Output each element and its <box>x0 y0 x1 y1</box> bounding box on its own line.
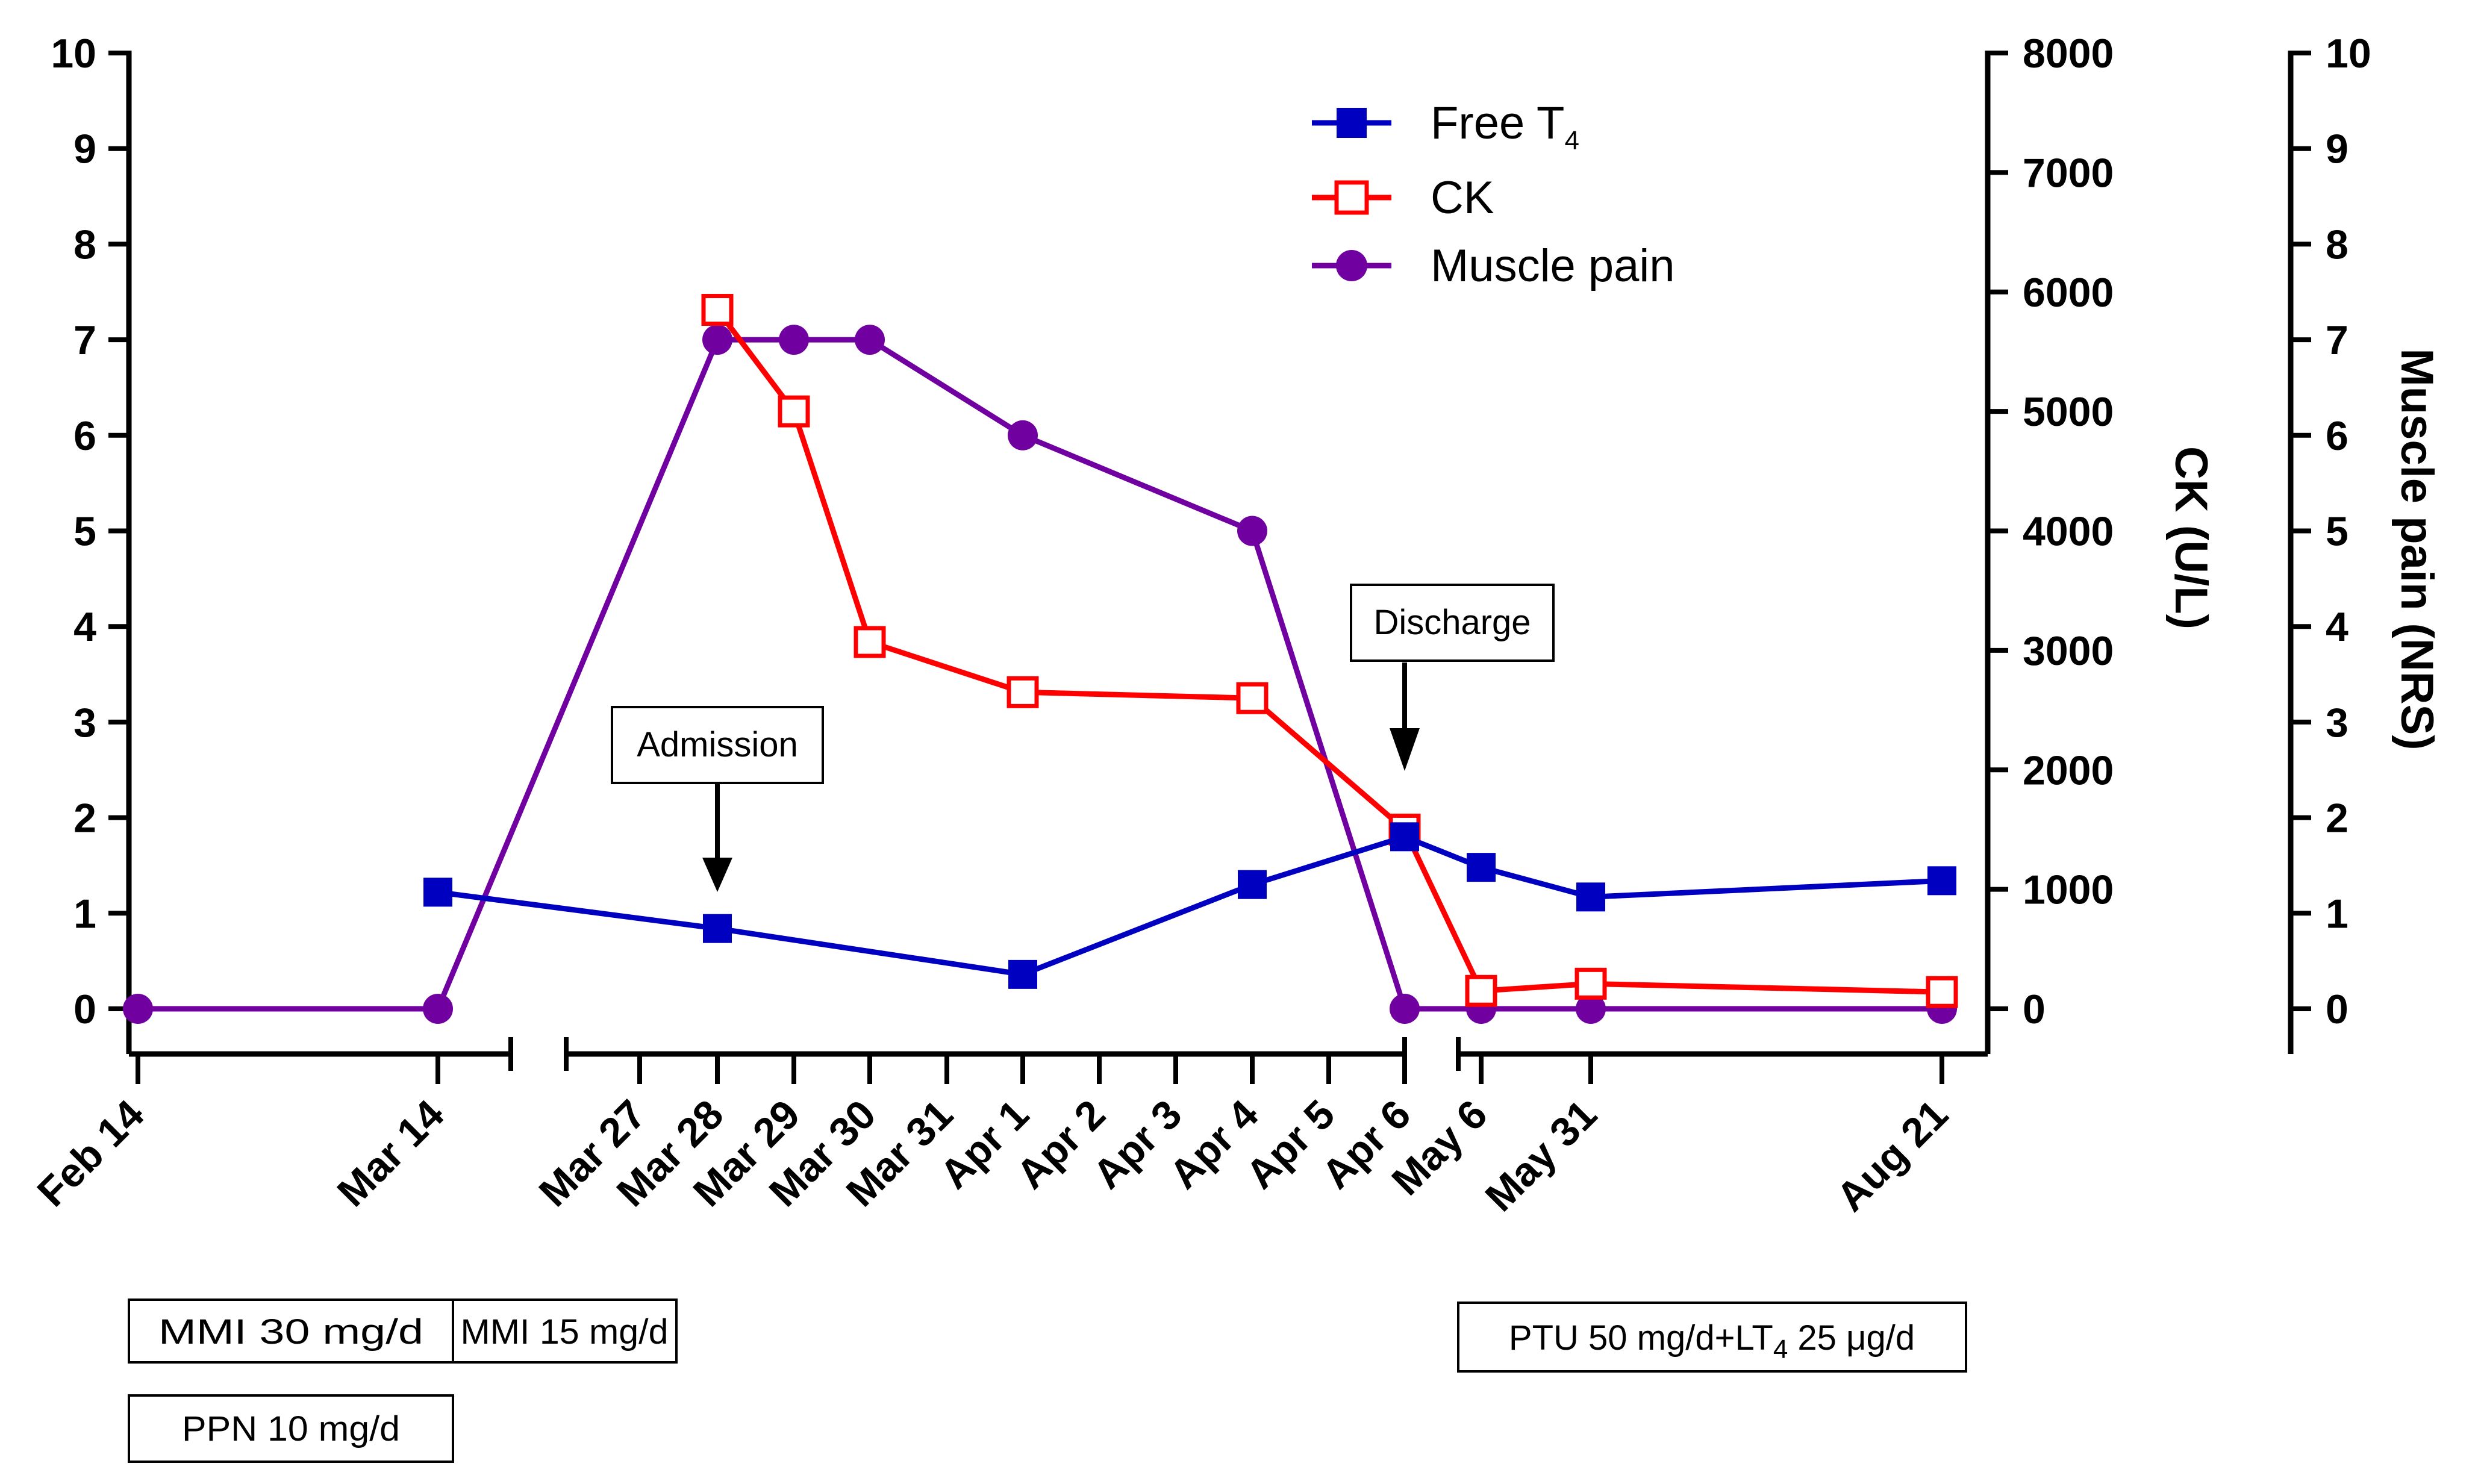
muscle-pain-point-may-31 <box>1576 994 1606 1024</box>
right_pain-tick-label-7: 7 <box>2326 317 2348 363</box>
admission-label: Admission <box>637 725 798 764</box>
left-tick-label-10: 10 <box>51 31 96 76</box>
ck-point-aug-21 <box>1926 976 1958 1008</box>
ck-point-may-6 <box>1465 974 1497 1007</box>
left-tick-label-8: 8 <box>73 222 96 267</box>
right_ck-tick-label-2000: 2000 <box>2023 747 2114 793</box>
right_ck-tick-label-3000: 3000 <box>2023 628 2114 674</box>
mmi-15-box <box>452 1298 678 1364</box>
ppn-label: PPN 10 mg/d <box>182 1409 400 1448</box>
free-t4-point-mar-14 <box>423 878 452 907</box>
free-t4-point-may-31 <box>1576 882 1605 912</box>
ptu-label: PTU 50 mg/d+LT4 25 μg/d <box>1509 1318 1915 1364</box>
muscle-pain-point-apr-6 <box>1390 994 1420 1024</box>
left-tick-label-4: 4 <box>73 604 96 650</box>
ptu-label-suffix: 25 μg/d <box>1788 1318 1915 1358</box>
right_pain-tick-label-6: 6 <box>2326 413 2348 459</box>
admission-annotation: Admission <box>611 706 824 892</box>
free-t4-point-aug-21 <box>1927 866 1956 896</box>
muscle-pain-axis-title: Muscle pain (NRS) <box>2391 348 2442 750</box>
muscle-pain-point-feb-14 <box>123 994 153 1024</box>
right_ck-tick-label-8000: 8000 <box>2023 31 2114 76</box>
ck-axis-title: CK (U/L) <box>2165 446 2217 629</box>
muscle-pain-point-mar-28 <box>702 325 732 355</box>
ptu-label-main: PTU 50 mg/d+LT <box>1509 1318 1773 1358</box>
free-t4-line <box>437 834 1943 977</box>
ck-point-mar-30 <box>854 626 886 658</box>
legend-marker-ck <box>1334 180 1369 215</box>
muscle-pain-point-apr-1 <box>1008 420 1038 450</box>
right_pain-tick-label-3: 3 <box>2326 700 2348 746</box>
right_ck-tick-label-5000: 5000 <box>2023 389 2114 435</box>
admission-arrow-head <box>702 858 732 892</box>
left-tick-label-2: 2 <box>73 796 96 841</box>
right_pain-tick-label-2: 2 <box>2326 796 2348 841</box>
legend-label-free-t4-main: Free T <box>1431 98 1564 149</box>
discharge-box <box>1350 584 1555 662</box>
free-t4-point-mar-28 <box>703 914 732 943</box>
left-tick-label-9: 9 <box>73 126 96 172</box>
ck-point-mar-28 <box>701 294 734 326</box>
mmi-30-box <box>128 1298 454 1364</box>
right_pain-tick-label-1: 1 <box>2326 891 2348 937</box>
muscle-pain-point-mar-29 <box>779 325 809 355</box>
right_pain-tick-label-9: 9 <box>2326 126 2348 172</box>
right_ck-tick-label-6000: 6000 <box>2023 270 2114 316</box>
left-tick-label-1: 1 <box>73 891 96 937</box>
left-tick-label-6: 6 <box>73 413 96 459</box>
free-t4-point-apr-4 <box>1238 870 1267 899</box>
right_ck-tick-label-0: 0 <box>2023 987 2046 1032</box>
ppn-box <box>128 1394 454 1463</box>
legend-label-free-t4: Free T4 <box>1431 98 1579 155</box>
mmi-15-label: MMI 15 mg/d <box>461 1312 669 1352</box>
right_pain-tick-label-5: 5 <box>2326 509 2348 555</box>
muscle-pain-point-mar-14 <box>423 994 453 1024</box>
free-t4-point-apr-1 <box>1008 959 1037 989</box>
ck-point-apr-1 <box>1006 676 1039 708</box>
legend-label-ck: CK <box>1431 172 1494 223</box>
legend-marker-muscle-pain <box>1336 250 1367 281</box>
free-t4-point-may-6 <box>1467 853 1496 882</box>
left-tick-label-3: 3 <box>73 700 96 746</box>
muscle-pain-point-mar-30 <box>855 325 885 355</box>
legend: Free T4 CK Muscle pain <box>1312 98 1675 292</box>
free-t4-point-apr-6 <box>1390 822 1419 852</box>
right_pain-tick-label-4: 4 <box>2326 604 2348 650</box>
right_ck-tick-label-1000: 1000 <box>2023 867 2114 913</box>
left-tick-label-7: 7 <box>73 317 96 363</box>
legend-marker-free-t4 <box>1337 108 1367 138</box>
left-tick-label-0: 0 <box>73 987 96 1032</box>
discharge-label: Discharge <box>1373 603 1531 642</box>
ptu-box <box>1457 1302 1967 1373</box>
left-tick-label-5: 5 <box>73 509 96 555</box>
muscle-pain-point-apr-4 <box>1237 516 1267 546</box>
right_pain-tick-label-0: 0 <box>2326 987 2348 1032</box>
right_pain-tick-label-8: 8 <box>2326 222 2348 267</box>
right_pain-tick-label-10: 10 <box>2326 31 2371 76</box>
ptu-label-sub: 4 <box>1773 1335 1788 1364</box>
ck-point-apr-4 <box>1236 682 1269 714</box>
discharge-arrow-head <box>1390 728 1420 771</box>
medication-boxes: MMI 30 mg/d MMI 15 mg/d PPN 10 mg/d PTU … <box>128 1298 1967 1463</box>
legend-label-free-t4-sub: 4 <box>1564 126 1579 155</box>
ck-point-may-31 <box>1574 967 1607 1000</box>
right_ck-tick-label-4000: 4000 <box>2023 509 2114 555</box>
ck-point-mar-29 <box>778 395 810 428</box>
mmi-30-label: MMI 30 mg/d <box>158 1312 423 1352</box>
series-layer <box>123 294 1958 1024</box>
discharge-annotation: Discharge <box>1350 584 1555 771</box>
legend-label-muscle-pain: Muscle pain <box>1431 240 1675 292</box>
right_ck-tick-label-7000: 7000 <box>2023 150 2114 196</box>
